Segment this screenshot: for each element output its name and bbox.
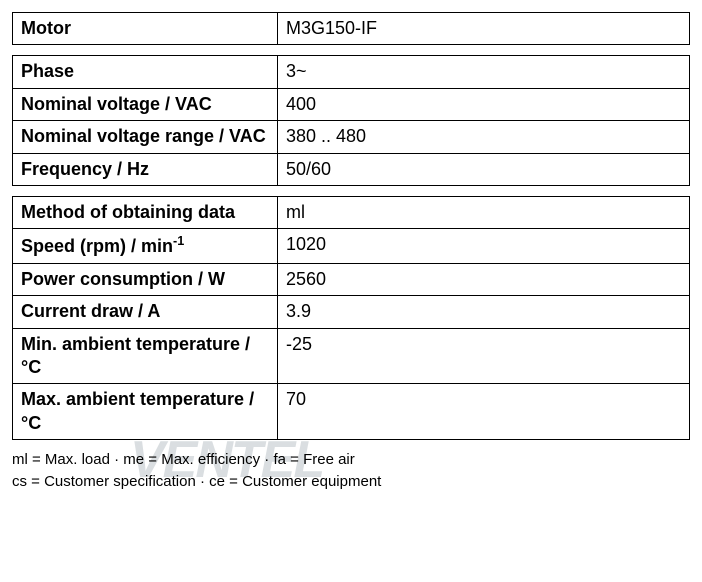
value-cell: M3G150-IF [278,13,690,45]
table-row: Motor M3G150-IF [13,13,690,45]
table-row: Min. ambient temperature / °C -25 [13,328,690,384]
table-row: Power consumption / W 2560 [13,263,690,295]
performance-table: Method of obtaining data ml Speed (rpm) … [12,196,690,440]
value-cell: -25 [278,328,690,384]
value-cell: 50/60 [278,153,690,185]
value-cell: 70 [278,384,690,440]
table-row: Phase 3~ [13,56,690,88]
table-row: Nominal voltage / VAC 400 [13,88,690,120]
label-cell: Frequency / Hz [13,153,278,185]
value-cell: ml [278,196,690,228]
value-cell: 3~ [278,56,690,88]
label-cell: Motor [13,13,278,45]
label-cell: Min. ambient temperature / °C [13,328,278,384]
footnote-line-1: ml = Max. load · me = Max. efficiency · … [12,450,690,470]
table-row: Speed (rpm) / min-1 1020 [13,229,690,263]
label-cell: Speed (rpm) / min-1 [13,229,278,263]
label-cell: Phase [13,56,278,88]
value-cell: 2560 [278,263,690,295]
table-row: Max. ambient temperature / °C 70 [13,384,690,440]
motor-table: Motor M3G150-IF [12,12,690,45]
label-cell: Nominal voltage range / VAC [13,121,278,153]
table-row: Nominal voltage range / VAC 380 .. 480 [13,121,690,153]
label-cell: Max. ambient temperature / °C [13,384,278,440]
table-row: Frequency / Hz 50/60 [13,153,690,185]
footnote-line-2: cs = Customer specification · ce = Custo… [12,472,690,492]
value-cell: 400 [278,88,690,120]
label-cell: Power consumption / W [13,263,278,295]
value-cell: 3.9 [278,296,690,328]
electrical-table: Phase 3~ Nominal voltage / VAC 400 Nomin… [12,55,690,186]
value-cell: 380 .. 480 [278,121,690,153]
value-cell: 1020 [278,229,690,263]
label-cell: Nominal voltage / VAC [13,88,278,120]
table-row: Method of obtaining data ml [13,196,690,228]
table-row: Current draw / A 3.9 [13,296,690,328]
label-cell: Method of obtaining data [13,196,278,228]
label-cell: Current draw / A [13,296,278,328]
